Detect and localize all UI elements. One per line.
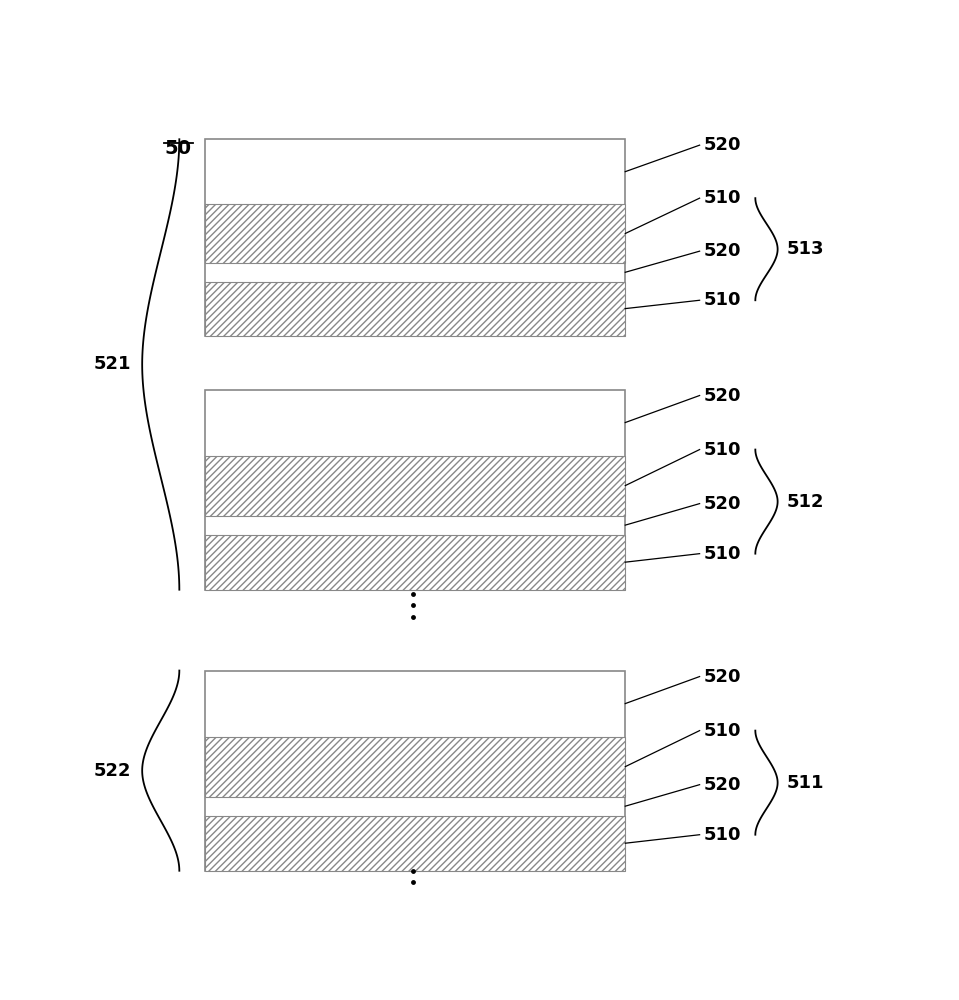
Bar [205, 671, 625, 871]
Text: 510: 510 [703, 545, 740, 563]
Text: 511: 511 [786, 774, 824, 792]
Text: 50: 50 [165, 139, 192, 158]
Text: 510: 510 [703, 722, 740, 740]
Bar [205, 456, 625, 516]
Text: 520: 520 [703, 776, 740, 794]
Text: 512: 512 [786, 493, 824, 511]
Bar [205, 816, 625, 871]
Text: 510: 510 [703, 189, 740, 207]
Text: 520: 520 [703, 387, 740, 405]
Text: 513: 513 [786, 240, 824, 258]
Bar [205, 204, 625, 263]
Text: 520: 520 [703, 136, 740, 154]
Text: 510: 510 [703, 291, 740, 309]
Text: 520: 520 [703, 495, 740, 513]
Text: 520: 520 [703, 242, 740, 260]
Bar [205, 737, 625, 797]
Text: 510: 510 [703, 826, 740, 844]
Text: 520: 520 [703, 668, 740, 686]
Text: 522: 522 [94, 762, 131, 780]
Text: 521: 521 [94, 355, 131, 373]
Bar [205, 139, 625, 336]
Bar [205, 389, 625, 590]
Bar [205, 282, 625, 336]
Bar [205, 535, 625, 590]
Text: 510: 510 [703, 441, 740, 459]
